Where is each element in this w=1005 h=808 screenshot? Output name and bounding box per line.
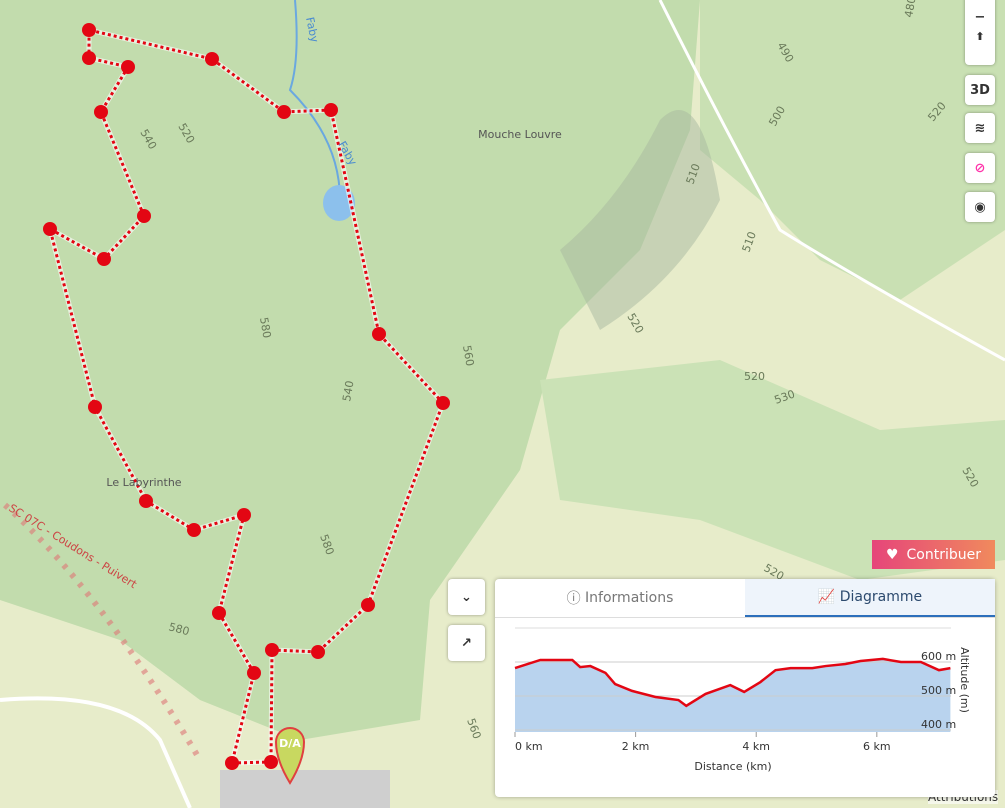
panel: ⓘ Informations 📈 Diagramme [495, 579, 995, 797]
waypoint [137, 209, 151, 223]
layers-button[interactable]: ≋ [965, 113, 995, 143]
forest [700, 0, 1005, 300]
tab-label: Diagramme [839, 589, 923, 605]
map-label: Mouche Louvre [478, 128, 562, 141]
stream [288, 0, 341, 201]
tab[interactable]: 📈 Diagramme [745, 579, 995, 617]
waypoint [94, 105, 108, 119]
waypoint [277, 105, 291, 119]
town [220, 770, 390, 808]
waypoint [265, 643, 279, 657]
map-label: 540 [340, 380, 356, 403]
waypoint [212, 606, 226, 620]
waypoint [361, 598, 375, 612]
waypoint [43, 222, 57, 236]
waypoint [205, 52, 219, 66]
contribute-button[interactable]: ♥ Contribuer [872, 540, 995, 569]
waypoint [88, 400, 102, 414]
open-button[interactable]: ↗ [448, 625, 485, 661]
marker-label: D/A [279, 737, 301, 750]
waypoint [237, 508, 251, 522]
3d-button[interactable]: 3D [965, 75, 995, 105]
road [658, 0, 1005, 362]
waypoint [139, 494, 153, 508]
waypoint [372, 327, 386, 341]
tab-label: Informations [585, 590, 674, 606]
waypoint [187, 523, 201, 537]
tabs: ⓘ Informations 📈 Diagramme [495, 579, 995, 618]
contribute-label: Contribuer [906, 546, 982, 563]
waypoint [97, 252, 111, 266]
waypoint [311, 645, 325, 659]
waypoint [324, 103, 338, 117]
map-label: 580 [167, 620, 191, 638]
waypoint [264, 755, 278, 769]
locate-button[interactable]: ◉ [965, 192, 995, 222]
hide-button[interactable]: ⊘ [965, 153, 995, 183]
forest [0, 0, 700, 740]
map-label: Faby [303, 16, 321, 44]
route [47, 28, 445, 765]
heart-icon: ♥ [885, 546, 899, 563]
start-marker [274, 727, 306, 785]
map-label: 480 [902, 0, 918, 19]
forest [540, 360, 1005, 580]
collapse-button[interactable]: ⌄ [448, 579, 485, 615]
waypoint [121, 60, 135, 74]
zoom-controls: − ⬆ [965, 0, 995, 65]
map-label: 560 [460, 344, 476, 367]
hill-shade [560, 110, 720, 330]
waypoint [247, 666, 261, 680]
tab[interactable]: ⓘ Informations [566, 590, 674, 607]
map-label: 520 [744, 370, 765, 383]
waypoint [436, 396, 450, 410]
waypoint [82, 51, 96, 65]
map-label: Le Labyrinthe [106, 476, 181, 489]
road [0, 696, 192, 808]
map-label: 580 [257, 316, 273, 339]
waypoint [82, 23, 96, 37]
waypoint [225, 756, 239, 770]
zoom-out[interactable]: − [974, 10, 986, 25]
compass[interactable]: ⬆ [975, 30, 985, 43]
